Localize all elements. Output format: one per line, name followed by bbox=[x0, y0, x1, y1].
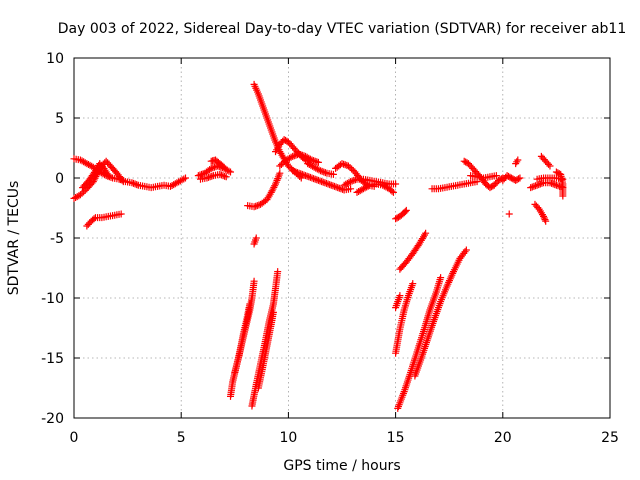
x-tick-labels: 0 5 10 15 20 25 bbox=[70, 430, 619, 446]
data-point bbox=[225, 167, 233, 175]
data-point bbox=[181, 174, 189, 182]
x-tick-label: 25 bbox=[601, 430, 619, 446]
data-point bbox=[422, 229, 430, 237]
data-point bbox=[462, 246, 470, 254]
data-points bbox=[70, 80, 567, 412]
data-point bbox=[250, 277, 258, 285]
y-tick-labels: -20 -15 -10 -5 0 5 10 bbox=[41, 51, 64, 427]
grid-lines bbox=[74, 58, 610, 418]
y-tick-label: 0 bbox=[55, 171, 64, 187]
data-point bbox=[279, 159, 287, 167]
data-point bbox=[287, 153, 295, 161]
data-point bbox=[274, 268, 282, 276]
y-tick-label: -5 bbox=[50, 231, 64, 247]
data-point bbox=[396, 292, 404, 300]
y-tick-label: -10 bbox=[41, 291, 64, 307]
data-point bbox=[252, 234, 260, 242]
data-point bbox=[269, 308, 277, 316]
x-tick-label: 10 bbox=[279, 430, 297, 446]
y-axis-label: SDTVAR / TECUs bbox=[6, 181, 22, 296]
data-point bbox=[516, 174, 524, 182]
data-point bbox=[315, 166, 323, 174]
data-point bbox=[541, 216, 549, 224]
data-point bbox=[246, 300, 254, 308]
data-point bbox=[344, 162, 352, 170]
data-point bbox=[409, 280, 417, 288]
data-point bbox=[269, 185, 277, 193]
y-tick-label: 5 bbox=[55, 111, 64, 127]
data-point bbox=[277, 161, 285, 168]
chart-title: Day 003 of 2022, Sidereal Day-to-day VTE… bbox=[58, 21, 627, 37]
data-point bbox=[540, 214, 548, 222]
data-point bbox=[514, 156, 522, 164]
data-point bbox=[219, 162, 227, 170]
data-point bbox=[276, 169, 284, 177]
x-tick-label: 5 bbox=[177, 430, 186, 446]
x-tick-label: 20 bbox=[494, 430, 512, 446]
y-tick-label: -15 bbox=[41, 351, 64, 367]
data-point bbox=[118, 176, 126, 184]
data-point bbox=[388, 187, 396, 195]
data-point bbox=[306, 155, 314, 163]
data-point bbox=[542, 217, 550, 225]
data-point bbox=[271, 182, 279, 190]
data-point bbox=[505, 210, 513, 218]
data-point bbox=[276, 162, 284, 170]
data-point bbox=[90, 215, 98, 223]
plot-frame bbox=[73, 57, 611, 419]
data-point bbox=[546, 162, 554, 170]
data-point bbox=[364, 182, 372, 190]
x-axis-label: GPS time / hours bbox=[283, 458, 400, 474]
data-point bbox=[437, 274, 445, 282]
data-point bbox=[392, 180, 400, 188]
data-point bbox=[220, 163, 228, 171]
data-point bbox=[284, 162, 292, 170]
data-point bbox=[346, 164, 354, 171]
data-point bbox=[76, 191, 84, 199]
data-point bbox=[222, 173, 230, 181]
data-point bbox=[345, 179, 353, 186]
data-point bbox=[104, 172, 112, 180]
data-point bbox=[545, 160, 553, 168]
data-point bbox=[180, 175, 188, 183]
data-point bbox=[227, 168, 235, 176]
data-point bbox=[117, 210, 125, 218]
data-point bbox=[401, 208, 409, 216]
data-point bbox=[267, 188, 275, 196]
data-point bbox=[513, 158, 521, 166]
data-point bbox=[348, 165, 356, 173]
data-point bbox=[329, 170, 337, 178]
data-point bbox=[347, 185, 355, 193]
data-point bbox=[492, 172, 500, 180]
data-point bbox=[559, 192, 567, 200]
y-tick-label: 10 bbox=[46, 51, 64, 67]
data-point bbox=[314, 158, 322, 166]
data-point bbox=[461, 248, 469, 256]
x-tick-label: 15 bbox=[387, 430, 405, 446]
data-point bbox=[268, 187, 276, 195]
data-point bbox=[270, 183, 278, 191]
x-tick-label: 0 bbox=[70, 430, 79, 446]
y-tick-label: -20 bbox=[41, 411, 64, 427]
data-point bbox=[73, 193, 81, 201]
data-point bbox=[515, 175, 523, 183]
data-point bbox=[540, 212, 548, 220]
data-point bbox=[402, 206, 410, 214]
data-point bbox=[389, 188, 397, 196]
